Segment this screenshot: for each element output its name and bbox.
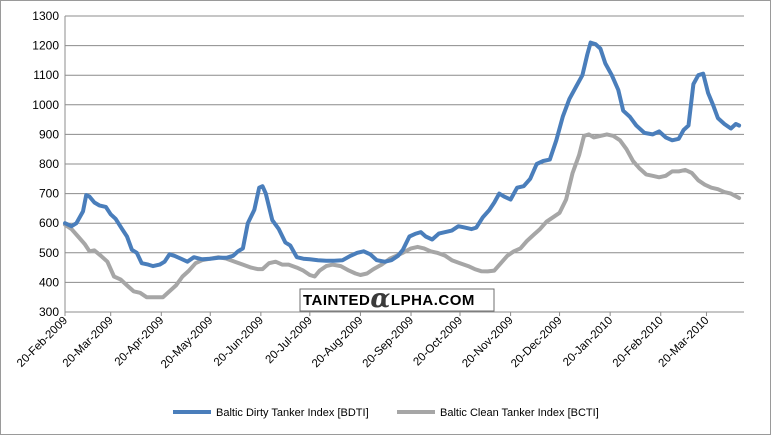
x-tick-label: 20-May-2009 <box>159 315 215 371</box>
y-tick-label: 500 <box>39 246 59 260</box>
watermark-text-before: TAINTED <box>303 292 370 309</box>
legend: Baltic Dirty Tanker Index [BDTI] Baltic … <box>173 407 599 419</box>
axes <box>64 16 744 316</box>
watermark-text-after: LPHA.COM <box>391 292 475 309</box>
x-tick-label: 20-Aug-2009 <box>310 315 366 371</box>
x-tick-label: 20-Jan-2010 <box>561 315 615 369</box>
y-tick-labels: 300 400 500 600 700 800 900 1000 1100 1200 1300 <box>32 9 59 319</box>
y-tick-label: 600 <box>39 216 59 230</box>
y-tick-label: 300 <box>39 305 59 319</box>
series-line-bcti <box>63 132 742 300</box>
y-tick-label: 800 <box>39 157 59 171</box>
series-lines <box>63 40 742 300</box>
y-tick-label: 1100 <box>33 68 59 82</box>
series-line-bdti <box>63 40 742 269</box>
y-tick-label: 1300 <box>32 9 59 23</box>
y-tick-label: 1200 <box>32 39 59 53</box>
gridlines <box>65 15 744 283</box>
x-tick-label: 20-Apr-2009 <box>113 315 167 369</box>
y-tick-label: 400 <box>39 275 59 289</box>
y-tick-label: 700 <box>39 187 59 201</box>
x-tick-label: 20-Sep-2009 <box>361 315 417 371</box>
legend-label-bcti: Baltic Clean Tanker Index [BCTI] <box>440 407 599 419</box>
legend-label-bdti: Baltic Dirty Tanker Index [BDTI] <box>216 407 369 419</box>
x-tick-label: 20-Oct-2009 <box>411 315 465 369</box>
watermark-logo: TAINTEDαLPHA.COM <box>299 284 495 314</box>
x-tick-label: 20-Jun-2009 <box>212 315 266 369</box>
x-tick-labels: 20-Feb-200920-Mar-200920-Apr-200920-May-… <box>15 315 712 371</box>
y-tick-label: 1000 <box>32 98 59 112</box>
watermark-box <box>299 288 495 312</box>
y-tick-label: 900 <box>39 127 59 141</box>
x-tick-label: 20-Dec-2009 <box>509 315 564 370</box>
watermark-alpha: α <box>370 284 391 314</box>
watermark-text: TAINTEDαLPHA.COM <box>303 284 475 314</box>
x-tick-label: 20-Jul-2009 <box>264 315 315 366</box>
x-tick-label: 20-Nov-2009 <box>460 315 515 370</box>
